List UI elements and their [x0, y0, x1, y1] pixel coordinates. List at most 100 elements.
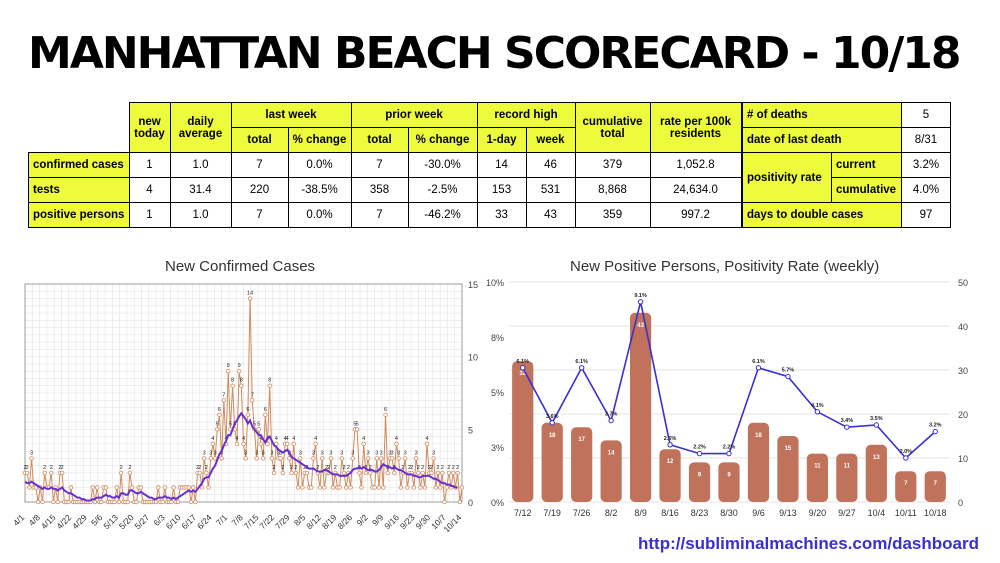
data-point: [319, 456, 325, 461]
data-label: 3: [415, 450, 418, 456]
data-label: 4: [314, 436, 317, 442]
data-point: [322, 485, 327, 490]
data-label: 2: [43, 465, 46, 471]
data-label: 3: [244, 450, 247, 456]
table-row: confirmed cases 1 1.0 7 0.0% 7 -30.0% 14…: [28, 152, 742, 178]
data-point: [245, 412, 251, 417]
data-label: 2: [205, 465, 208, 471]
double-value: 97: [901, 202, 951, 228]
rate-point: [844, 424, 850, 430]
data-point: [226, 368, 231, 374]
data-point: [372, 485, 377, 490]
x-tick-label: 8/9: [634, 508, 647, 518]
header-rate: rate per 100k residents: [649, 102, 742, 153]
bar-label: 32: [519, 371, 526, 377]
data-point: [361, 441, 366, 447]
data-point: [199, 485, 205, 490]
data-point: [398, 485, 404, 490]
data-point: [55, 499, 60, 505]
data-point: [357, 470, 362, 476]
rate-point: [608, 417, 614, 424]
data-point: [230, 383, 235, 388]
x-tick-label: 6/24: [195, 512, 214, 531]
left-tick-label: 10%: [486, 278, 504, 288]
data-label: 4: [292, 436, 295, 442]
deaths-label: # of deaths: [742, 102, 902, 128]
right-tick-label: 10: [958, 454, 968, 464]
x-tick-label: 8/19: [320, 512, 339, 531]
bar-label: 9: [727, 472, 731, 478]
data-label: 3: [279, 450, 282, 456]
x-tick-label: 9/23: [398, 512, 417, 531]
data-point: [169, 499, 174, 505]
cell-new: 1: [128, 202, 171, 228]
data-point: [348, 485, 353, 490]
data-point: [313, 441, 318, 447]
data-point: [134, 499, 139, 505]
cell-cum: 359: [574, 202, 651, 228]
bar-label: 13: [873, 455, 880, 461]
cell-cum: 8,868: [574, 177, 651, 203]
rate-point: [814, 409, 821, 415]
data-label: 9: [227, 363, 230, 369]
header-new-today: new today: [128, 102, 171, 153]
left-tick-label: 3%: [491, 443, 504, 453]
bar: [836, 453, 858, 502]
bar: [600, 440, 622, 502]
x-tick-label: 4/22: [54, 512, 73, 531]
data-label: 3: [299, 450, 302, 456]
data-point: [118, 470, 124, 476]
data-label: 2: [325, 465, 328, 471]
y-tick-label: 5: [468, 425, 473, 435]
right-tick-label: 50: [958, 278, 968, 288]
x-tick-label: 8/2: [605, 508, 618, 518]
cell-new: 1: [128, 152, 171, 178]
data-point: [260, 456, 266, 461]
bar-label: 9: [698, 472, 702, 478]
data-point: [278, 456, 283, 461]
data-point: [138, 485, 144, 490]
dashboard-link[interactable]: http://subliminalmachines.com/dashboard: [638, 534, 979, 553]
data-label: 2: [303, 465, 306, 471]
data-point: [442, 499, 447, 505]
bar-label: 7: [904, 481, 908, 487]
data-point: [188, 499, 194, 505]
data-label: 2: [196, 465, 199, 471]
x-tick-label: 6/17: [179, 512, 198, 531]
data-label: 3: [321, 450, 324, 456]
rate-point: [578, 365, 585, 371]
data-label: 8: [268, 378, 271, 384]
cell-pw-total: 7: [350, 202, 409, 228]
data-label: 4: [286, 436, 289, 442]
cell-lw-total: 220: [230, 177, 289, 203]
data-point: [433, 485, 438, 490]
data-point: [431, 456, 436, 461]
data-point: [42, 470, 47, 476]
rate-label: 3.4%: [841, 418, 854, 424]
data-point: [328, 456, 334, 461]
positivity-chart: 0% 3% 5% 8% 10% 0 10 20 30 40 50 32 7/12 18 7/19 17 7/26…: [486, 278, 968, 518]
x-tick-label: 5/20: [117, 512, 136, 531]
data-point: [394, 441, 399, 447]
rate-label: 2.2%: [693, 445, 706, 451]
data-point: [191, 485, 196, 490]
x-tick-label: 7/1: [214, 512, 230, 528]
data-point: [459, 485, 465, 490]
data-point: [411, 485, 417, 490]
data-label: 3: [270, 450, 273, 456]
table-row: tests 4 31.4 220 -38.5% 358 -2.5% 153 53…: [28, 177, 742, 203]
data-label: 2: [50, 465, 53, 471]
data-point: [162, 485, 168, 490]
data-point: [269, 456, 275, 461]
data-label: 3: [203, 450, 206, 456]
data-label: 6: [384, 407, 387, 413]
data-point: [457, 499, 463, 505]
bar-label: 11: [814, 464, 821, 470]
data-point: [217, 412, 222, 417]
data-label: 2: [26, 465, 29, 471]
bar: [512, 361, 534, 502]
data-label: 4: [362, 436, 365, 442]
data-label: 3: [340, 450, 343, 456]
x-tick-label: 5/27: [132, 512, 151, 531]
data-point: [383, 412, 388, 417]
